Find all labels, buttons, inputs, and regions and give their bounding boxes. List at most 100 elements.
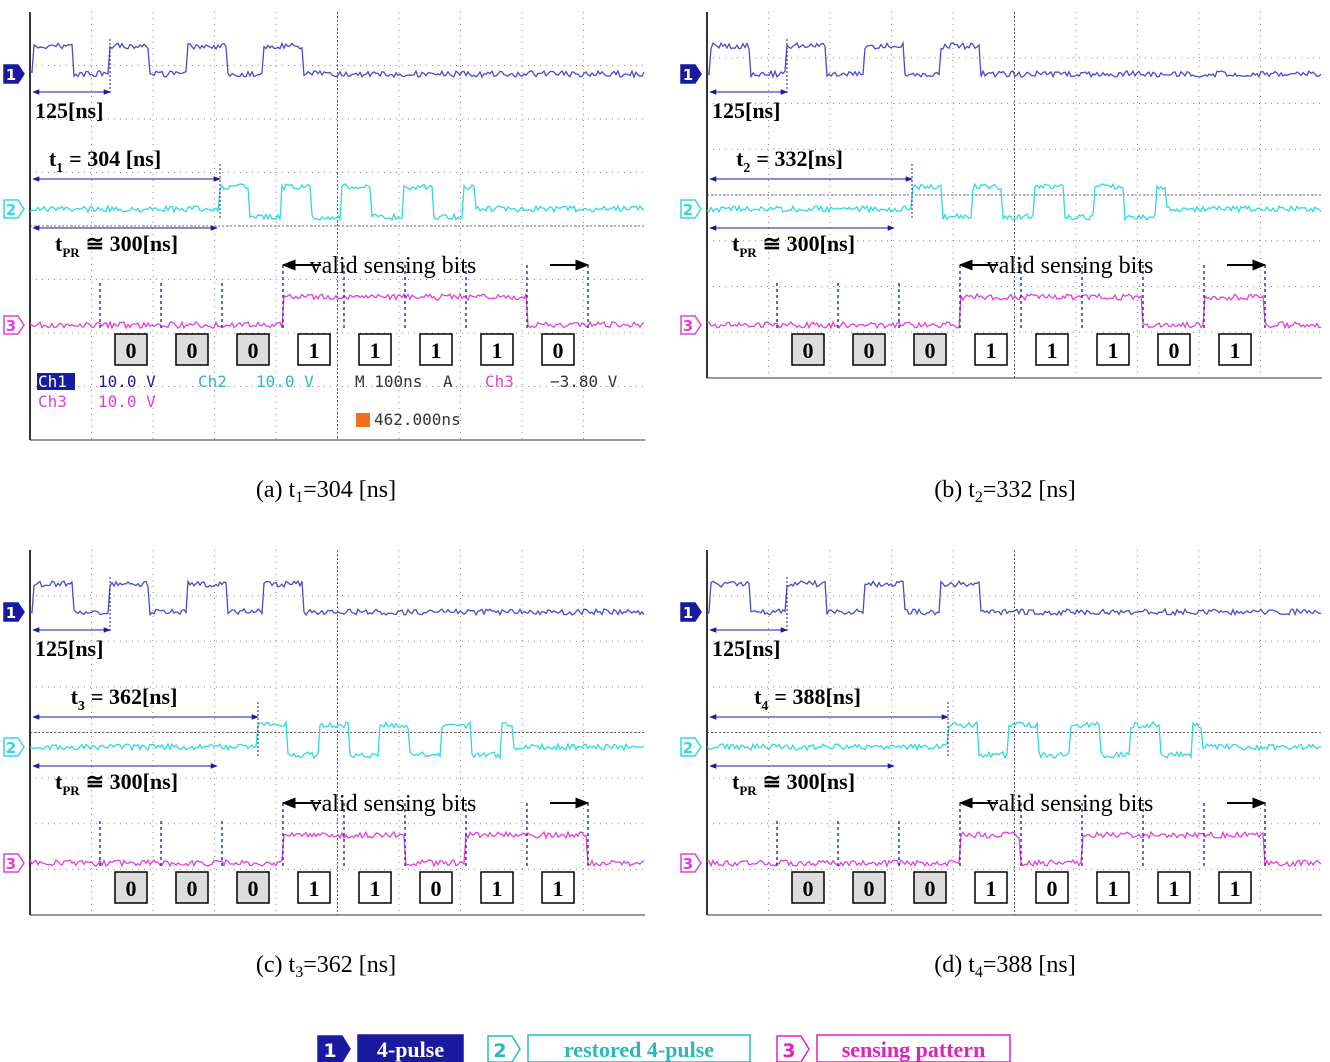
caption-prefix: (b) t	[934, 477, 975, 503]
readout-text: 10.0 V	[256, 372, 314, 391]
channel-marker-label: 3	[6, 855, 16, 873]
t-label: t3= 362[ns]	[71, 684, 178, 714]
caption-sub: 4	[975, 964, 983, 981]
readout-text: −3.80 V	[550, 372, 618, 391]
legend-label: restored 4-pulse	[564, 1037, 714, 1062]
channel-marker-label: 1	[6, 604, 16, 622]
t-sub: 4	[761, 699, 768, 714]
readout-text: 10.0 V	[98, 392, 156, 411]
bit-label: 1	[986, 338, 997, 363]
bit-label: 0	[248, 876, 259, 901]
channel-marker-label: 2	[683, 201, 693, 219]
bit-label: 1	[1169, 876, 1180, 901]
bit-label: 1	[431, 338, 442, 363]
channel-marker-label: 1	[683, 604, 693, 622]
bit-label: 0	[187, 876, 198, 901]
legend-label: 4-pulse	[377, 1037, 444, 1062]
period-label: 125[ns]	[35, 636, 103, 661]
readout-text: M 100ns	[355, 372, 422, 391]
t-label: t1= 304 [ns]	[49, 146, 161, 176]
bit-label: 1	[492, 338, 503, 363]
tpr-sub: PR	[62, 245, 80, 260]
bit-label: 0	[248, 338, 259, 363]
ch3-trace	[30, 294, 644, 328]
valid-label: valid sensing bits	[987, 253, 1154, 279]
legend-number: 2	[493, 1040, 506, 1062]
bit-label: 1	[492, 876, 503, 901]
t-label: t4= 388[ns]	[754, 684, 861, 714]
bit-label: 0	[803, 338, 814, 363]
legend-number: 3	[782, 1040, 795, 1062]
caption: (b) t2=332 [ns]	[934, 477, 1076, 506]
channel-marker-label: 2	[6, 201, 16, 219]
caption-prefix: (d) t	[934, 952, 975, 978]
t-value: = 362[ns]	[91, 684, 178, 709]
readout-text: 462.000ns	[374, 410, 461, 429]
tpr-value: ≅ 300[ns]	[763, 231, 855, 256]
ch3-trace	[707, 294, 1321, 328]
bit-label: 0	[126, 338, 137, 363]
period-label: 125[ns]	[35, 98, 103, 123]
caption-prefix: (c) t	[256, 952, 296, 978]
tpr-value: ≅ 300[ns]	[763, 769, 855, 794]
readout-text: 10.0 V	[98, 372, 156, 391]
caption-sub: 2	[975, 489, 983, 506]
bit-label: 1	[309, 876, 320, 901]
channel-marker-label: 1	[683, 66, 693, 84]
caption: (a) t1=304 [ns]	[256, 477, 396, 506]
t-label: t2= 332[ns]	[736, 146, 843, 176]
caption-value: =332 [ns]	[983, 477, 1076, 503]
caption-value: =304 [ns]	[303, 477, 396, 503]
channel-marker-label: 2	[6, 739, 16, 757]
valid-label: valid sensing bits	[987, 791, 1154, 817]
channel-marker-label: 3	[683, 855, 693, 873]
bit-label: 1	[1108, 876, 1119, 901]
readout-text: Ch3	[38, 392, 67, 411]
scope-panel: 123125[ns]t1= 304 [ns]tPR≅ 300[ns]valid …	[4, 12, 645, 440]
bit-label: 0	[925, 876, 936, 901]
caption-sub: 3	[295, 964, 303, 981]
caption: (c) t3=362 [ns]	[256, 952, 396, 981]
bit-label: 0	[803, 876, 814, 901]
legend-item: 2 restored 4-pulse	[488, 1035, 750, 1062]
ch3-trace	[707, 832, 1321, 866]
bit-label: 1	[986, 876, 997, 901]
readout-text: Ch2	[198, 372, 227, 391]
bit-label: 0	[1169, 338, 1180, 363]
bit-label: 0	[126, 876, 137, 901]
bit-label: 0	[1047, 876, 1058, 901]
caption-value: =388 [ns]	[983, 952, 1076, 978]
legend-label: sensing pattern	[842, 1037, 986, 1062]
tpr-sub: PR	[62, 783, 80, 798]
channel-marker-label: 1	[6, 66, 16, 84]
bit-label: 0	[864, 876, 875, 901]
tpr-value: ≅ 300[ns]	[86, 231, 178, 256]
bit-label: 0	[553, 338, 564, 363]
bit-label: 0	[925, 338, 936, 363]
t-sub: 2	[743, 161, 750, 176]
bit-label: 1	[1230, 876, 1241, 901]
readout-text: Ch1	[38, 372, 67, 391]
caption-prefix: (a) t	[256, 477, 296, 503]
t-sub: 1	[56, 161, 63, 176]
bit-label: 1	[1108, 338, 1119, 363]
bit-label: 0	[431, 876, 442, 901]
period-label: 125[ns]	[712, 636, 780, 661]
tpr-label: tPR≅ 300[ns]	[55, 231, 178, 260]
tpr-sub: PR	[739, 783, 757, 798]
trigger-icon	[356, 413, 370, 427]
legend-item: 3 sensing pattern	[777, 1035, 1010, 1062]
figure: 123125[ns]t1= 304 [ns]tPR≅ 300[ns]valid …	[0, 0, 1330, 1062]
legend-number: 1	[323, 1040, 336, 1062]
valid-label: valid sensing bits	[310, 791, 477, 817]
caption-sub: 1	[295, 489, 303, 506]
tpr-value: ≅ 300[ns]	[86, 769, 178, 794]
tpr-label: tPR≅ 300[ns]	[55, 769, 178, 798]
t-sub: 3	[78, 699, 85, 714]
channel-marker-label: 2	[683, 739, 693, 757]
readout-text: A	[443, 372, 453, 391]
valid-label: valid sensing bits	[310, 253, 477, 279]
